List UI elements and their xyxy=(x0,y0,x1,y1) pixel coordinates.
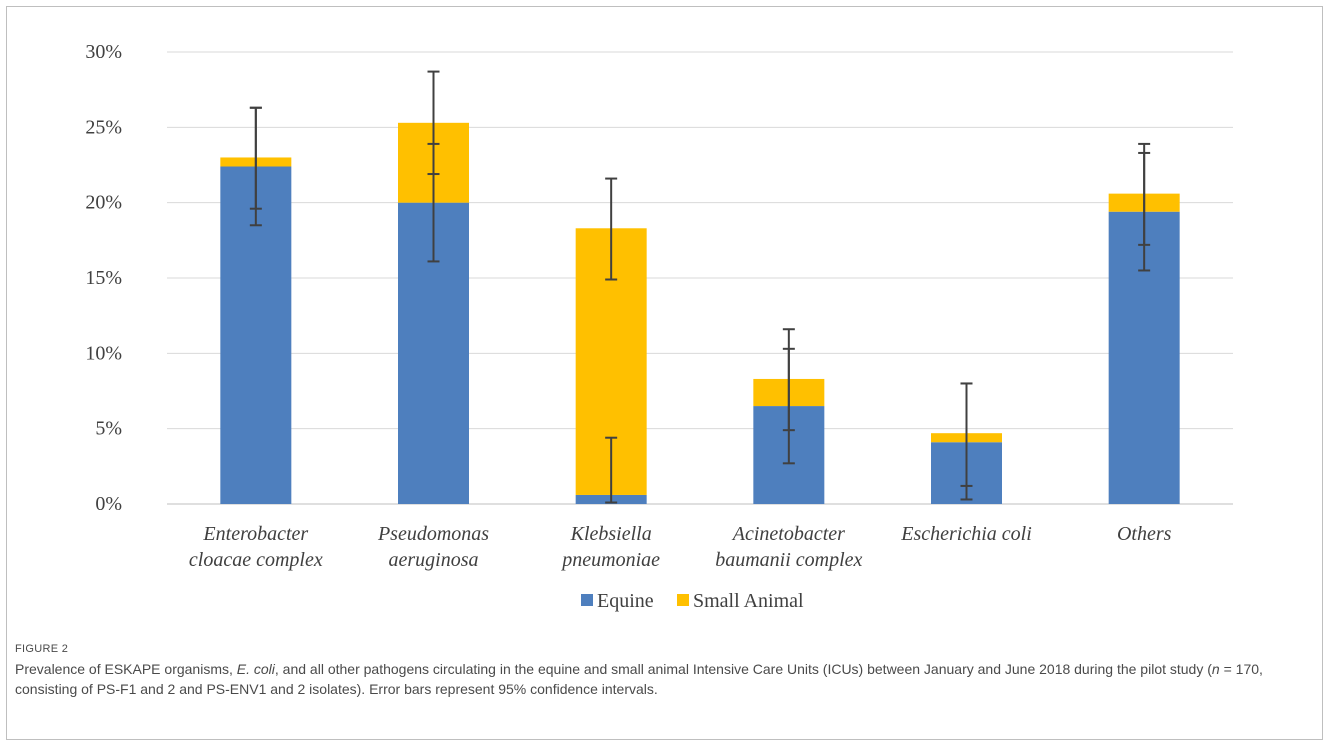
x-axis-category-labels: Enterobacter cloacae complex Pseudomonas ae… xyxy=(189,523,1172,571)
y-axis-ticks: 0% 5% 10% 15% 20% 25% 30% xyxy=(85,41,122,515)
legend: Equine Small Animal xyxy=(581,590,804,612)
caption-part-3: = 170, consisting of PS-F1 and 2 and PS-… xyxy=(15,661,1263,697)
x-tick-label: pneumoniae xyxy=(560,549,660,571)
error-bars xyxy=(249,70,1151,504)
y-tick-label: 25% xyxy=(85,116,122,138)
legend-item: Small Animal xyxy=(677,590,804,612)
legend-swatch xyxy=(677,594,689,606)
x-tick-label: Others xyxy=(1117,523,1172,545)
caption-ecoli: E. coli xyxy=(236,661,275,677)
x-tick-label: Pseudomonas xyxy=(377,523,489,545)
error-bar xyxy=(427,70,440,176)
gridlines xyxy=(167,51,1233,505)
error-bar xyxy=(960,382,973,487)
y-tick-label: 20% xyxy=(85,192,122,214)
legend-label: Equine xyxy=(597,590,654,612)
error-bar xyxy=(249,106,262,210)
caption-part-1: Prevalence of ESKAPE organisms, xyxy=(15,661,237,677)
x-tick-label: Klebsiella xyxy=(570,523,652,545)
error-bar xyxy=(782,328,795,432)
legend-label: Small Animal xyxy=(693,590,804,612)
bars xyxy=(220,122,1180,505)
figure-label: FIGURE 2 xyxy=(15,643,69,655)
y-tick-label: 10% xyxy=(85,342,122,364)
error-bar xyxy=(605,436,618,504)
y-tick-label: 30% xyxy=(85,41,122,63)
figure-caption: FIGURE 2 Prevalence of ESKAPE organisms,… xyxy=(15,643,1310,699)
caption-n: n xyxy=(1211,661,1220,677)
caption-text: Prevalence of ESKAPE organisms, E. coli,… xyxy=(15,659,1310,699)
y-tick-label: 0% xyxy=(95,493,122,515)
caption-part-2: , and all other pathogens circulating in… xyxy=(274,661,1212,677)
legend-swatch xyxy=(581,594,593,606)
x-tick-label: baumanii complex xyxy=(715,549,862,571)
x-tick-label: Acinetobacter xyxy=(731,523,845,545)
x-tick-label: Escherichia coli xyxy=(900,523,1032,545)
x-tick-label: cloacae complex xyxy=(189,549,323,571)
x-tick-label: Enterobacter xyxy=(202,523,308,545)
x-tick-label: aeruginosa xyxy=(389,549,479,571)
legend-item: Equine xyxy=(581,590,654,612)
y-tick-label: 5% xyxy=(95,418,122,440)
error-bar xyxy=(605,177,618,281)
stacked-bar-chart: 0% 5% 10% 15% 20% 25% 30% Enterobacter cloacae … xyxy=(85,41,1233,612)
y-tick-label: 15% xyxy=(85,267,122,289)
error-bar xyxy=(1138,142,1151,246)
